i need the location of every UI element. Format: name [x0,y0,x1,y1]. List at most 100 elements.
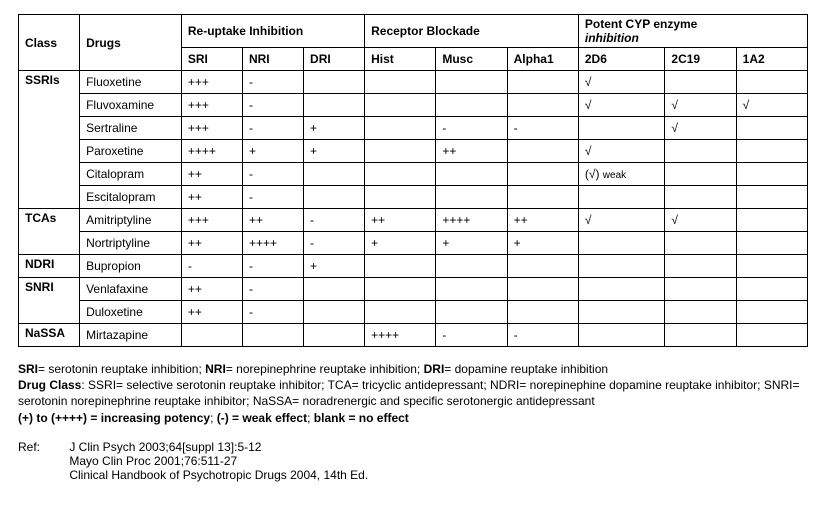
class-cell: NDRI [19,255,80,278]
cell-d2d6: √ [578,94,665,117]
cell-sri: ++ [181,278,242,301]
cell-alpha1: + [507,232,578,255]
cell-d2d6 [578,186,665,209]
cell-alpha1 [507,140,578,163]
legend-nri-label: NRI [205,362,226,376]
cell-alpha1 [507,301,578,324]
cell-a1a2 [736,140,807,163]
cell-d2d6 [578,324,665,347]
cell-hist [365,94,436,117]
cell-a1a2 [736,255,807,278]
cell-sri: ++ [181,186,242,209]
cell-a1a2 [736,232,807,255]
header-receptor: Receptor Blockade [365,15,579,48]
header-reuptake: Re-uptake Inhibition [181,15,364,48]
cell-hist [365,255,436,278]
cell-sri [181,324,242,347]
cell-sri: ++++ [181,140,242,163]
header-cyp: Potent CYP enzyme inhibition [578,15,807,48]
cell-d2d6 [578,117,665,140]
legend-dri-text: = dopamine reuptake inhibition [444,362,608,376]
table-row: Nortriptyline++++++-+++ [19,232,808,255]
cell-dri [304,71,365,94]
header-2d6: 2D6 [578,48,665,71]
drug-cell: Fluoxetine [80,71,182,94]
cell-sri: - [181,255,242,278]
cell-sri: +++ [181,117,242,140]
cell-nri: - [242,163,303,186]
header-musc: Musc [436,48,507,71]
header-alpha1: Alpha1 [507,48,578,71]
cell-d2d6: √ [578,71,665,94]
cell-nri: - [242,186,303,209]
cell-a1a2 [736,71,807,94]
cell-nri: - [242,117,303,140]
cell-dri: + [304,140,365,163]
drug-cell: Escitalopram [80,186,182,209]
class-cell: SSRIs [19,71,80,209]
cell-c2c19 [665,255,736,278]
header-2c19: 2C19 [665,48,736,71]
cell-musc [436,301,507,324]
cell-dri [304,186,365,209]
legend-dri-label: DRI [424,362,445,376]
cell-nri: ++ [242,209,303,232]
table-row: SSRIsFluoxetine+++-√ [19,71,808,94]
cell-a1a2 [736,117,807,140]
ref-2: Mayo Clin Proc 2001;76:511-27 [69,454,237,468]
drug-cell: Sertraline [80,117,182,140]
cell-a1a2 [736,163,807,186]
cell-value: (√) [585,167,600,181]
cell-note: weak [603,170,626,181]
cell-a1a2: √ [736,94,807,117]
header-cyp-line2: inhibition [585,31,639,45]
table-row: NaSSAMirtazapine++++-- [19,324,808,347]
cell-c2c19: √ [665,117,736,140]
cell-dri [304,324,365,347]
cell-dri [304,301,365,324]
table-row: NDRIBupropion--+ [19,255,808,278]
cell-hist [365,140,436,163]
cell-d2d6: √ [578,140,665,163]
legend-drugclass-label: Drug Class [18,378,81,392]
cell-alpha1 [507,94,578,117]
cell-musc: - [436,324,507,347]
table-row: Citalopram++-(√) weak [19,163,808,186]
cell-hist [365,186,436,209]
cell-a1a2 [736,209,807,232]
cell-d2d6: √ [578,209,665,232]
cell-musc [436,71,507,94]
cell-musc: ++ [436,140,507,163]
cell-musc: ++++ [436,209,507,232]
cell-c2c19: √ [665,94,736,117]
cell-alpha1 [507,163,578,186]
cell-alpha1 [507,71,578,94]
legend-weak: (-) = weak effect [217,411,307,425]
cell-musc [436,186,507,209]
legend-sep1: ; [210,411,217,425]
cell-d2d6 [578,301,665,324]
cell-hist: ++ [365,209,436,232]
cell-c2c19 [665,140,736,163]
cell-hist [365,163,436,186]
table-row: Escitalopram++- [19,186,808,209]
cell-musc [436,255,507,278]
cell-sri: +++ [181,209,242,232]
header-dri: DRI [304,48,365,71]
drug-cell: Amitriptyline [80,209,182,232]
class-cell: NaSSA [19,324,80,347]
cell-nri: - [242,71,303,94]
cell-sri: ++ [181,232,242,255]
header-cyp-line1: Potent CYP enzyme [585,17,697,31]
cell-nri: - [242,94,303,117]
cell-dri: - [304,232,365,255]
header-nri: NRI [242,48,303,71]
header-sri: SRI [181,48,242,71]
cell-a1a2 [736,278,807,301]
cell-c2c19 [665,324,736,347]
drug-cell: Fluvoxamine [80,94,182,117]
cell-alpha1 [507,255,578,278]
table-row: Sertraline+++-+--√ [19,117,808,140]
cell-musc [436,278,507,301]
cell-hist [365,278,436,301]
